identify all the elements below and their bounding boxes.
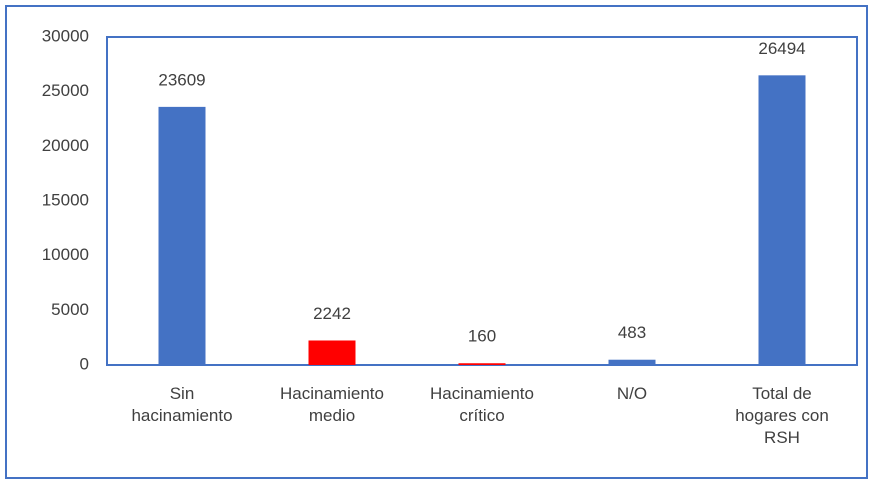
y-tick-label: 5000: [51, 300, 89, 319]
y-tick-label: 25000: [42, 81, 89, 100]
y-tick-label: 0: [80, 354, 89, 373]
y-tick-label: 20000: [42, 136, 89, 155]
y-tick-label: 10000: [42, 245, 89, 264]
y-tick-label: 15000: [42, 190, 89, 209]
y-tick-label: 30000: [42, 26, 89, 45]
value-label: 2242: [313, 304, 351, 323]
x-tick-label: Sin hacinamiento: [131, 384, 233, 425]
bar: [458, 363, 506, 365]
value-label: 26494: [758, 39, 805, 58]
x-tick-label: Hacinamiento medio: [280, 384, 384, 425]
bar: [758, 75, 806, 365]
value-label: 160: [468, 327, 496, 346]
x-tick-label: Total de hogares con RSH: [735, 384, 829, 447]
chart-frame: [5, 5, 868, 479]
bar: [158, 106, 206, 365]
bar: [308, 340, 356, 365]
x-tick-label: Hacinamiento crítico: [430, 384, 534, 425]
bar: [608, 359, 656, 365]
value-label: 483: [618, 323, 646, 342]
value-label: 23609: [158, 70, 205, 89]
plot-frame: [106, 36, 858, 366]
x-tick-label: N/O: [616, 384, 648, 403]
